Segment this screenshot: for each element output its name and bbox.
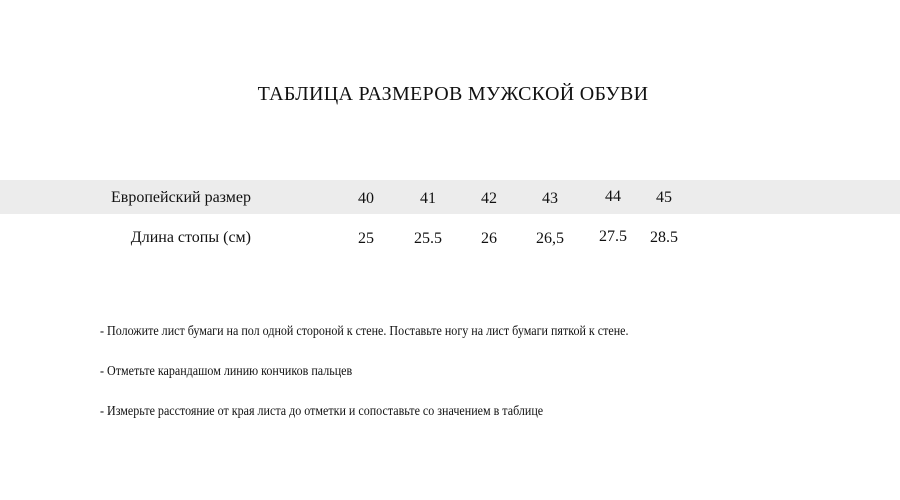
row-label: Длина стопы (см): [130, 229, 251, 246]
table-cell: 40: [358, 190, 374, 207]
table-cell: 27.5: [599, 228, 627, 245]
table-cell: 42: [481, 190, 497, 207]
table-cell: 45: [656, 189, 672, 206]
table-cell: 26,5: [536, 230, 564, 247]
table-cell: 43: [542, 190, 558, 207]
instruction-item: - Положите лист бумаги на пол одной стор…: [100, 324, 629, 339]
table-cell: 25.5: [414, 230, 442, 247]
table-cell: 26: [481, 230, 497, 247]
table-cell: 25: [358, 230, 374, 247]
instruction-item: - Отметьте карандашом линию кончиков пал…: [100, 364, 353, 379]
page-title: ТАБЛИЦА РАЗМЕРОВ МУЖСКОЙ ОБУВИ: [257, 83, 649, 105]
header-row-background: [0, 180, 900, 214]
row-label: Европейский размер: [111, 189, 251, 206]
table-cell: 28.5: [650, 229, 678, 246]
instruction-item: - Измерьте расстояние от края листа до о…: [100, 404, 544, 419]
table-cell: 41: [420, 190, 436, 207]
table-cell: 44: [605, 188, 621, 205]
